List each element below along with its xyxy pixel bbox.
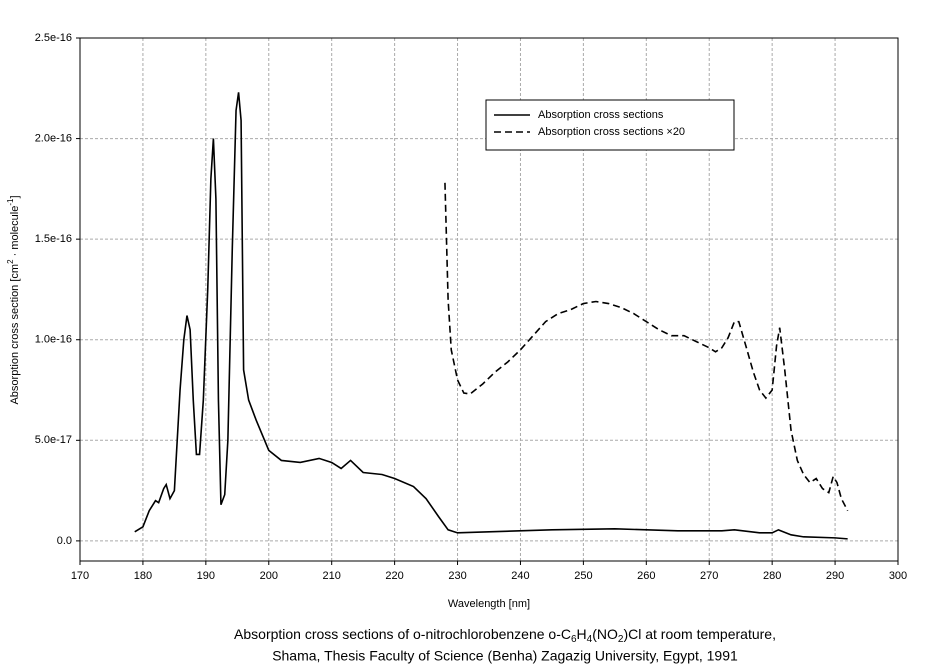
x-tick-label: 230 [448,570,466,582]
plot-frame [79,37,899,562]
x-tick-label: 290 [826,570,844,582]
y-tick-label: 2.0e-16 [35,132,72,144]
caption-sub: 2 [618,634,624,645]
caption-part: Absorption cross sections of o-nitrochlo… [234,626,571,642]
x-tick-label: 300 [889,570,907,582]
series-line [134,92,848,540]
legend-label: Absorption cross sections ×20 [538,126,685,138]
legend-label: Absorption cross sections [538,109,664,121]
y-label-part: Absorption cross section [cm [9,264,21,405]
x-tick-label: 260 [637,570,655,582]
x-tick-label: 200 [260,570,278,582]
x-tick-label: 180 [134,570,152,582]
caption-sub: 4 [587,634,593,645]
y-label-sup: 2 [6,259,15,264]
caption-part: )Cl at room temperature, [623,626,776,642]
y-tick-label: 1.5e-16 [35,233,72,245]
caption-part: H [577,626,587,642]
y-label-part: ] [9,195,21,198]
x-tick-label: 190 [197,570,215,582]
y-tick-label: 2.5e-16 [35,32,72,44]
x-tick-label: 280 [763,570,781,582]
legend-box [485,99,735,151]
x-tick-label: 270 [700,570,718,582]
y-tick-label: 0.0 [57,535,72,547]
series-line [444,182,849,512]
x-tick-label: 250 [574,570,592,582]
caption: Absorption cross sections of o-nitrochlo… [234,626,776,645]
x-axis-label: Wavelength [nm] [448,598,530,610]
caption-part: (NO [592,626,618,642]
x-tick-label: 210 [323,570,341,582]
y-tick-label: 5.0e-17 [35,434,72,446]
x-tick-label: 220 [385,570,403,582]
x-tick-label: 240 [511,570,529,582]
x-tick-label: 170 [71,570,89,582]
y-tick-label: 1.0e-16 [35,334,72,346]
y-axis-label: Absorption cross section [cm2 · molecule… [6,195,21,404]
caption-sub: 6 [571,634,577,645]
caption: Shama, Thesis Faculty of Science (Benha)… [272,648,738,664]
y-label-sup: -1 [6,198,15,206]
y-label-part: · molecule [9,206,21,260]
